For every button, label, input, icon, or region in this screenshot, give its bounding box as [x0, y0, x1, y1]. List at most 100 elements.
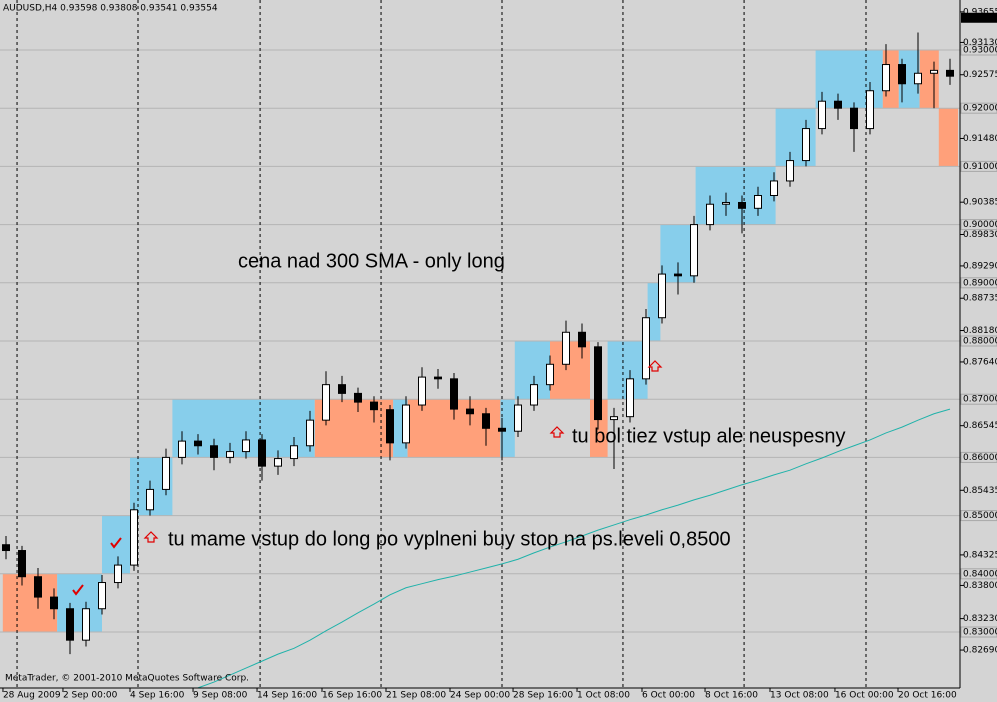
candle-body [914, 72, 922, 85]
level-box [960, 277, 997, 289]
zone [2, 573, 58, 633]
chart-title: AUDUSD,H4 0.93598 0.93808 0.93541 0.9355… [3, 4, 218, 14]
zone [647, 282, 661, 342]
candle-body [82, 608, 90, 641]
x-tick-label: 24 Sep 00:00 [450, 691, 510, 701]
candle-body [258, 439, 266, 467]
candle-body [754, 194, 762, 209]
level-box [960, 568, 997, 580]
level-label: 0.93000 [963, 45, 997, 55]
y-tick-label: 0.87640 [963, 357, 997, 367]
checkmark [72, 584, 84, 596]
level-box [960, 335, 997, 347]
current-price-box [961, 12, 997, 23]
candle-body [594, 346, 602, 421]
candle-body [354, 392, 362, 403]
candle-body [642, 317, 650, 380]
candle-body [866, 90, 874, 130]
level-label: 0.83000 [963, 628, 997, 638]
candle-body [402, 404, 410, 444]
arrows [72, 360, 663, 596]
candle-body [194, 440, 202, 447]
x-tick-label: 4 Sep 16:00 [130, 691, 185, 701]
candle-body [930, 69, 938, 74]
candle-body [50, 596, 58, 610]
y-tick-label: 0.86545 [963, 421, 997, 431]
candle-body [562, 331, 570, 365]
candle-body [514, 404, 522, 432]
x-tick-label: 28 Sep 16:00 [513, 691, 573, 701]
x-tick-label: 28 Aug 2009 [3, 691, 61, 701]
candle-body [610, 416, 618, 421]
y-tick-label: 0.91480 [963, 134, 997, 144]
candle-body [178, 440, 186, 458]
up-arrow [647, 360, 663, 372]
candle-body [450, 378, 458, 410]
candles [2, 32, 954, 689]
zone [57, 573, 102, 633]
y-tick-label: 0.89830 [963, 230, 997, 240]
level-box [960, 626, 997, 638]
candle-body [626, 378, 634, 418]
candle-body [482, 413, 490, 429]
zone [919, 49, 939, 109]
candle-body [274, 458, 282, 467]
candle-body [578, 331, 586, 348]
candle-body [466, 408, 474, 415]
candle-body [802, 128, 810, 162]
candle-body [706, 203, 714, 226]
x-tick-label: 2 Sep 00:00 [63, 691, 118, 701]
candle-body [2, 544, 10, 552]
y-tick-label: 0.89290 [963, 261, 997, 271]
candle-body [306, 419, 314, 447]
candle-body [130, 509, 138, 566]
x-tick-label: 16 Oct 00:00 [835, 691, 894, 701]
level-box [960, 510, 997, 522]
candle-body [146, 488, 154, 511]
candle-body [66, 608, 74, 641]
x-tick-label: 6 Oct 00:00 [642, 691, 695, 701]
zone [500, 399, 515, 458]
zone [938, 108, 958, 167]
level-label: 0.88000 [963, 337, 997, 347]
candle-body [882, 64, 890, 92]
candle-body [722, 201, 730, 205]
candle-body [386, 409, 394, 444]
candle-body [322, 384, 330, 421]
candle-body [210, 445, 218, 458]
candle-body [498, 427, 506, 432]
candle-body [738, 201, 746, 209]
axes: 0.93000 0.92000 0.91000 0.90000 0.89000 0.880… [2, 7, 997, 701]
level-label: 0.90000 [963, 220, 997, 230]
y-tick-label: 0.88735 [963, 294, 997, 304]
level-label: 0.85000 [963, 511, 997, 521]
candle-body [338, 384, 346, 394]
level-box [960, 102, 997, 114]
x-tick-label: 14 Sep 16:00 [257, 691, 317, 701]
level-label: 0.92000 [963, 104, 997, 114]
candle-body [18, 550, 26, 578]
candle-body [434, 376, 442, 380]
candle-body [818, 100, 826, 130]
level-label: 0.89000 [963, 278, 997, 288]
y-tick-label: 0.93655 [963, 7, 997, 17]
candle-body [226, 451, 234, 458]
footer: MetaTrader, © 2001-2010 MetaQuotes Softw… [5, 674, 249, 684]
level-label: 0.91000 [963, 162, 997, 172]
candle-body [658, 273, 666, 319]
level-box [960, 451, 997, 463]
grid [0, 0, 960, 688]
current-price-label: 0.93554 [963, 13, 997, 23]
x-tick-label: 8 Oct 16:00 [705, 691, 758, 701]
level-label: 0.86000 [963, 453, 997, 463]
candle-body [418, 376, 426, 406]
y-tick-label: 0.93130 [963, 38, 997, 48]
x-tick-label: 13 Oct 08:00 [770, 691, 829, 701]
x-tick-label: 16 Sep 16:00 [322, 691, 382, 701]
candle-body [834, 100, 842, 109]
candle-body [898, 64, 906, 85]
candle-body [690, 224, 698, 277]
y-tick-label: 0.83230 [963, 614, 997, 624]
